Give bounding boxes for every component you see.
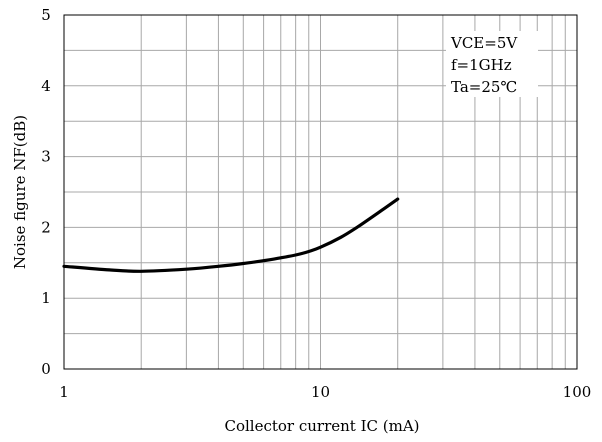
conditions-background: [446, 31, 538, 97]
x-axis-label: Collector current IC (mA): [224, 417, 419, 435]
y-axis-label: Noise figure NF(dB): [11, 115, 29, 269]
conditions-box: VCE=5V f=1GHz Ta=25℃: [446, 31, 538, 97]
condition-vce: VCE=5V: [450, 34, 518, 52]
chart-series: [62, 197, 400, 273]
y-tick-label: 4: [41, 77, 51, 95]
plot-frame: [63, 14, 578, 370]
y-tick-label: 3: [41, 148, 51, 166]
y-tick-label: 5: [41, 6, 51, 24]
condition-frequency: f=1GHz: [451, 56, 512, 74]
x-tick-label: 1: [59, 383, 69, 401]
x-tick-label: 100: [563, 383, 592, 401]
y-tick-label: 2: [41, 218, 51, 236]
condition-temperature: Ta=25℃: [451, 78, 517, 96]
noise-figure-line: [62, 197, 400, 273]
y-tick-label: 0: [41, 360, 51, 378]
y-tick-label: 1: [41, 289, 51, 307]
x-tick-label: 10: [311, 383, 330, 401]
